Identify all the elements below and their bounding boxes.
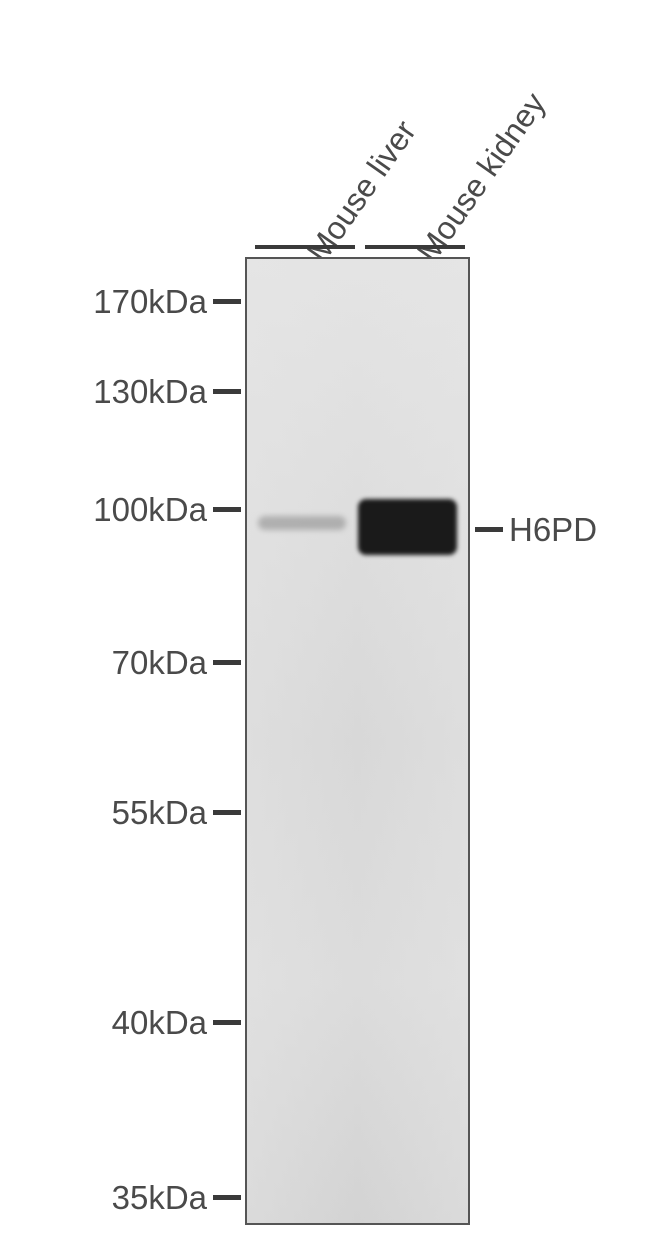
western-blot-figure: Mouse liver Mouse kidney 170kDa 130kDa 1… <box>0 0 650 1250</box>
band-liver <box>258 516 346 530</box>
mw-tick-130 <box>213 389 241 394</box>
mw-label-130: 130kDa <box>93 373 207 411</box>
mw-label-170: 170kDa <box>93 283 207 321</box>
lane-underline-1 <box>255 245 355 249</box>
mw-tick-170 <box>213 299 241 304</box>
band-kidney <box>358 499 457 555</box>
protein-tick <box>475 527 503 532</box>
mw-label-55: 55kDa <box>112 794 207 832</box>
mw-label-40: 40kDa <box>112 1004 207 1042</box>
mw-tick-55 <box>213 810 241 815</box>
mw-tick-70 <box>213 660 241 665</box>
protein-label: H6PD <box>509 511 597 549</box>
mw-label-100: 100kDa <box>93 491 207 529</box>
membrane-background <box>247 259 468 1223</box>
mw-tick-35 <box>213 1195 241 1200</box>
mw-tick-100 <box>213 507 241 512</box>
mw-label-70: 70kDa <box>112 644 207 682</box>
lane-label-2: Mouse kidney <box>410 86 554 269</box>
lane-underline-2 <box>365 245 465 249</box>
mw-tick-40 <box>213 1020 241 1025</box>
mw-label-35: 35kDa <box>112 1179 207 1217</box>
blot-membrane <box>245 257 470 1225</box>
membrane-side-gradient <box>247 259 468 1223</box>
